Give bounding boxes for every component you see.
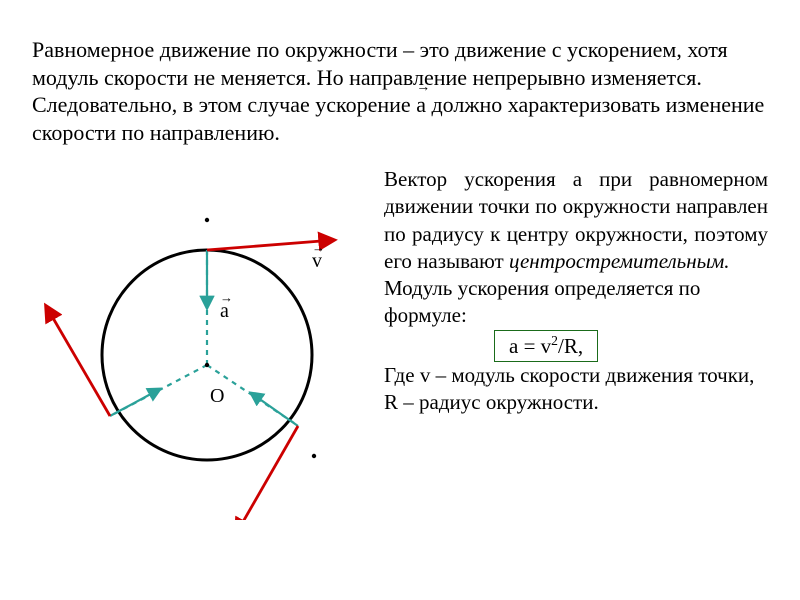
paragraph-centripetal: Вектор ускорения а при равномерном движе… xyxy=(384,166,768,275)
vector-arrow-icon: → xyxy=(220,290,231,306)
intro-paragraph: Равномерное движение по окружности – это… xyxy=(32,36,768,146)
p1-italic: центростремительным. xyxy=(509,249,730,273)
circle-figure: O →a →v xyxy=(32,180,372,520)
formula-exponent: 2 xyxy=(551,333,558,348)
formula-part-b: /R, xyxy=(558,334,583,358)
vector-arrow-icon: → xyxy=(416,79,428,97)
label-velocity-v: →v xyxy=(312,250,322,273)
formula-part-a: a = v xyxy=(509,334,551,358)
paragraph-formula-intro: Модуль ускорения определяется по формуле… xyxy=(384,275,768,330)
paragraph-where: Где v – модуль скорости движения точки, … xyxy=(384,362,768,417)
formula-box: a = v2/R, xyxy=(494,330,598,362)
label-center-O: O xyxy=(210,385,224,408)
label-accel-a: →a xyxy=(220,300,229,323)
slide: Равномерное движение по окружности – это… xyxy=(0,0,800,600)
lower-row: O →a →v Вектор ускорения а при равномерн… xyxy=(32,160,768,520)
right-column: Вектор ускорения а при равномерном движе… xyxy=(372,160,768,520)
vector-a-symbol: →а xyxy=(416,91,426,119)
figure-svg xyxy=(32,180,372,520)
formula-row: a = v2/R, xyxy=(384,330,768,362)
vector-arrow-icon: → xyxy=(312,240,323,256)
